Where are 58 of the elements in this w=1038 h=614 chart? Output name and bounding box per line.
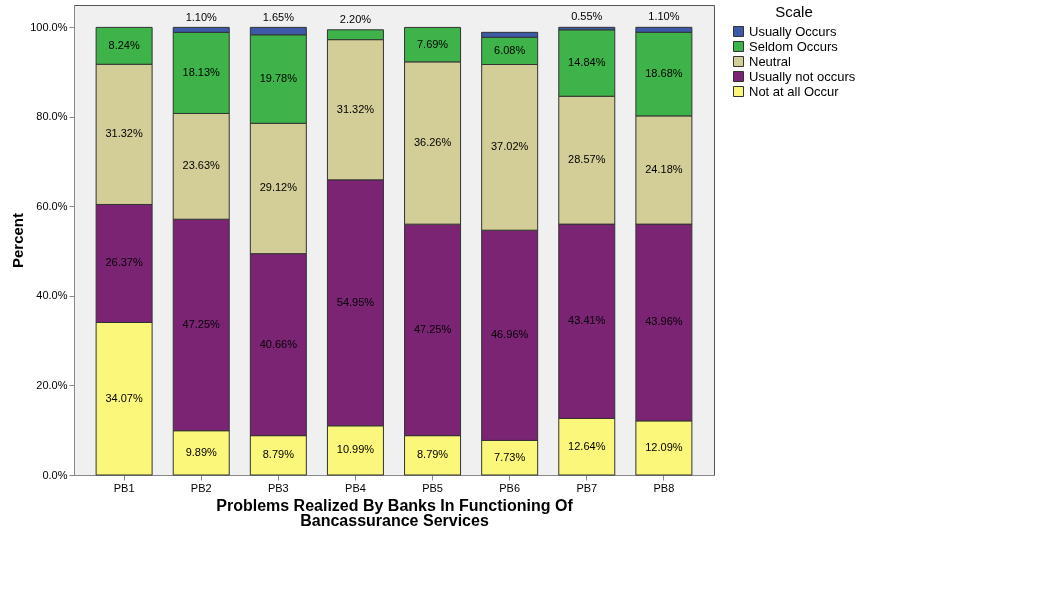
- data-label: 26.37%: [105, 256, 143, 269]
- data-label: 8.79%: [262, 448, 295, 461]
- legend-label: Not at all Occur: [749, 83, 840, 99]
- data-label: 7.69%: [416, 37, 449, 50]
- data-label: 37.02%: [491, 140, 529, 153]
- data-label: 29.12%: [259, 181, 298, 194]
- legend-label: Seldom Occurs: [749, 38, 839, 54]
- data-label: 8.24%: [108, 38, 140, 51]
- data-label: 47.25%: [413, 322, 452, 335]
- y-tick-label: 60.0%: [36, 199, 68, 212]
- data-label: 9.89%: [185, 445, 218, 458]
- data-label: 1.65%: [262, 10, 295, 23]
- y-tick-label: 100.0%: [30, 20, 68, 33]
- x-axis-title: Problems Realized By Banks In Functioning Of Bancassurance Services: [216, 496, 574, 529]
- data-label: 10.99%: [336, 443, 375, 456]
- x-tick-label: PB6: [499, 481, 521, 494]
- legend-label: Usually not occurs: [749, 68, 856, 84]
- data-label: 8.79%: [416, 448, 449, 461]
- data-label: 18.68%: [645, 67, 683, 80]
- data-label: 1.10%: [185, 10, 218, 23]
- x-tick-label: PB8: [653, 481, 675, 494]
- x-tick-label: PB2: [190, 481, 212, 494]
- y-tick-label: 20.0%: [36, 378, 68, 391]
- data-label: 24.18%: [645, 162, 683, 175]
- data-label: 43.96%: [645, 315, 683, 328]
- data-label: 46.96%: [491, 328, 529, 341]
- data-label: 47.25%: [182, 317, 221, 330]
- data-label: 40.66%: [259, 337, 298, 350]
- data-label: 12.64%: [568, 439, 606, 452]
- data-label: 36.26%: [413, 136, 452, 148]
- y-tick-label: 0.0%: [42, 468, 68, 481]
- data-label: 43.41%: [568, 314, 606, 327]
- x-tick-label: PB1: [113, 481, 135, 494]
- data-label: 2.20%: [339, 12, 372, 25]
- x-tick-label: PB7: [576, 481, 598, 494]
- y-axis-title: Percent: [9, 212, 27, 269]
- data-label: 19.78%: [259, 72, 298, 85]
- data-label: 54.95%: [336, 295, 375, 308]
- legend-label: Usually Occurs: [749, 23, 837, 39]
- data-label: 23.63%: [182, 159, 221, 172]
- data-label: 6.08%: [494, 43, 526, 56]
- data-label: 18.13%: [182, 65, 221, 78]
- legend-title: Scale: [775, 3, 813, 20]
- x-tick-label: PB3: [267, 481, 289, 494]
- legend-label: Neutral: [749, 53, 792, 69]
- data-label: 28.57%: [568, 153, 606, 166]
- data-label: 14.84%: [568, 56, 606, 69]
- data-label: 34.07%: [105, 391, 143, 404]
- y-tick-label: 40.0%: [36, 289, 68, 302]
- x-tick-label: PB4: [345, 481, 366, 494]
- data-label: 12.09%: [645, 440, 683, 453]
- data-label: 31.32%: [336, 102, 375, 115]
- y-tick-label: 80.0%: [36, 110, 68, 123]
- data-label: 7.73%: [494, 450, 526, 463]
- x-tick-label: PB5: [422, 481, 443, 494]
- data-label: 0.55%: [571, 10, 603, 23]
- data-label: 31.32%: [105, 127, 143, 140]
- data-label: 1.10%: [648, 10, 680, 23]
